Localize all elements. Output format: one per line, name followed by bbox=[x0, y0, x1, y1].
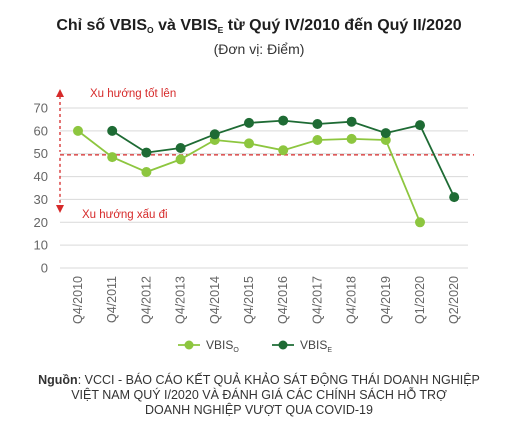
x-tick-label-12: Q2/2020 bbox=[447, 276, 461, 324]
x-axis-ticks: Q4/2010 Q4/2011 Q4/2012 Q4/2013 Q4/2014 Q4/20… bbox=[71, 276, 461, 324]
x-tick-label-7: Q4/2016 bbox=[276, 276, 290, 324]
data-point-o-11 bbox=[415, 217, 425, 228]
x-tick-label-8: Q4/2017 bbox=[310, 276, 324, 324]
legend-item-e: VBISE bbox=[272, 338, 332, 354]
data-point-e-2 bbox=[107, 125, 118, 136]
legend-marker-e bbox=[278, 340, 288, 350]
chart-title: Chỉ số VBISO và VBISE từ Quý IV/2010 đến… bbox=[56, 17, 461, 35]
title-sub-o: O bbox=[147, 25, 154, 35]
data-point-e-4 bbox=[175, 143, 186, 153]
annotation-down: Xu hướng xấu đi bbox=[82, 209, 168, 221]
series-vbis-o bbox=[73, 125, 425, 228]
down-arrow-head bbox=[56, 205, 64, 213]
y-tick-label-60: 60 bbox=[34, 123, 48, 138]
legend-label-o: VBISO bbox=[206, 338, 239, 354]
x-tick-label-1: Q4/2010 bbox=[71, 276, 85, 324]
data-point-o-10 bbox=[380, 135, 391, 145]
x-tick-label-3: Q4/2012 bbox=[139, 276, 153, 324]
y-tick-label-10: 10 bbox=[34, 238, 48, 253]
source-line-1: VCCI - BÁO CÁO KẾT QUẢ KHẢO SÁT ĐỘNG THÁ… bbox=[84, 373, 480, 387]
y-tick-label-30: 30 bbox=[34, 192, 48, 207]
y-tick-label-0: 0 bbox=[41, 261, 48, 276]
data-point-o-9 bbox=[346, 133, 357, 144]
x-tick-label-10: Q4/2019 bbox=[379, 276, 393, 324]
x-tick-label-11: Q1/2020 bbox=[413, 276, 427, 324]
legend: VBISO VBISE bbox=[178, 338, 332, 354]
data-point-e-5 bbox=[209, 129, 220, 140]
data-point-o-2 bbox=[107, 152, 118, 163]
chart-subtitle: (Đơn vị: Điểm) bbox=[214, 41, 305, 57]
series-line-e bbox=[111, 119, 456, 198]
series-group bbox=[73, 115, 460, 228]
x-tick-label-2: Q4/2011 bbox=[105, 276, 119, 323]
x-tick-label-4: Q4/2013 bbox=[174, 276, 188, 324]
series-vbis-e bbox=[107, 115, 460, 203]
data-point-o-1 bbox=[73, 125, 83, 136]
legend-label-e: VBISE bbox=[300, 338, 332, 354]
y-tick-label-20: 20 bbox=[34, 215, 48, 230]
x-tick-label-9: Q4/2018 bbox=[345, 276, 359, 324]
data-point-e-8 bbox=[312, 119, 323, 129]
data-point-e-6 bbox=[244, 117, 254, 128]
annotation-up: Xu hướng tốt lên bbox=[90, 88, 176, 100]
x-tick-label-6: Q4/2015 bbox=[242, 276, 256, 324]
data-point-o-8 bbox=[312, 135, 323, 145]
gridlines bbox=[60, 107, 468, 269]
title-sub-e: E bbox=[218, 25, 224, 35]
legend-item-o: VBISO bbox=[178, 338, 239, 354]
y-tick-label-50: 50 bbox=[34, 146, 48, 161]
reference-line-group: Xu hướng tốt lên Xu hướng xấu đi bbox=[56, 88, 474, 221]
legend-marker-o bbox=[184, 340, 194, 350]
x-tick-label-5: Q4/2014 bbox=[208, 276, 222, 324]
title-prefix: Chỉ số VBIS bbox=[56, 17, 147, 34]
title-suffix: từ Quý IV/2010 đến Quý II/2020 bbox=[223, 17, 461, 34]
data-point-e-11 bbox=[415, 120, 425, 131]
data-point-o-4 bbox=[175, 154, 186, 165]
data-point-e-10 bbox=[380, 128, 391, 139]
data-point-o-6 bbox=[244, 138, 254, 149]
source-label: Nguồn bbox=[38, 373, 78, 387]
y-tick-label-40: 40 bbox=[34, 169, 48, 184]
data-point-e-3 bbox=[141, 147, 152, 158]
data-point-e-9 bbox=[346, 116, 357, 127]
source-line-3: DOANH NGHIỆP VƯỢT QUA COVID-19 bbox=[145, 403, 373, 417]
source-note: Nguồn: VCCI - BÁO CÁO KẾT QUẢ KHẢO SÁT Đ… bbox=[0, 373, 518, 418]
y-axis-ticks: 0 10 20 30 40 50 60 70 bbox=[34, 101, 48, 276]
source-line-2: VIỆT NAM QUÝ I/2020 VÀ ĐÁNH GIÁ CÁC CHÍN… bbox=[71, 388, 447, 402]
data-point-e-12 bbox=[449, 192, 460, 203]
up-arrow-head bbox=[56, 89, 64, 97]
data-point-o-3 bbox=[141, 167, 152, 177]
data-point-o-7 bbox=[278, 145, 289, 156]
y-tick-label-70: 70 bbox=[34, 101, 48, 116]
data-point-e-7 bbox=[278, 115, 289, 126]
title-middle: và VBIS bbox=[154, 17, 218, 34]
line-chart: Chỉ số VBISO và VBISE từ Quý IV/2010 đến… bbox=[34, 17, 474, 354]
